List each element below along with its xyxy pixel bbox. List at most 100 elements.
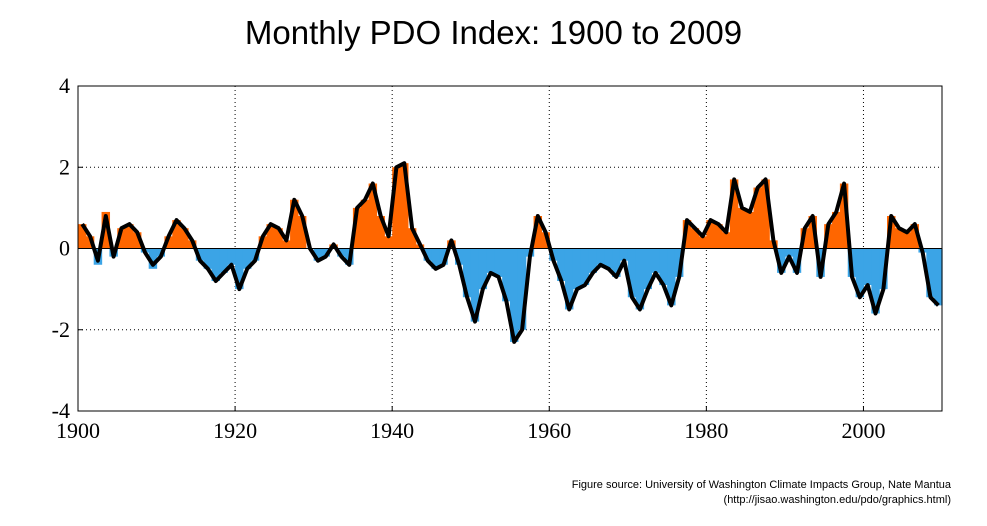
index-bar xyxy=(604,248,613,269)
index-bar xyxy=(392,167,401,249)
index-bar xyxy=(439,248,448,265)
index-bar xyxy=(792,248,802,273)
index-bar xyxy=(172,220,181,249)
chart-title: Monthly PDO Index: 1900 to 2009 xyxy=(244,14,743,51)
index-bar xyxy=(164,236,173,249)
index-bar xyxy=(659,248,668,286)
index-bar xyxy=(533,216,543,249)
x-tick-label: 2000 xyxy=(841,418,885,443)
smoothed-series xyxy=(80,161,940,344)
index-bar xyxy=(486,248,495,273)
index-bar xyxy=(117,228,126,249)
source-line-2: (http://jisao.washington.edu/pdo/graphic… xyxy=(723,494,951,506)
index-bar xyxy=(313,248,323,261)
y-tick-label: -4 xyxy=(52,398,70,423)
index-bar xyxy=(714,224,723,249)
index-bar xyxy=(879,248,888,290)
index-bar xyxy=(455,248,464,265)
index-bar xyxy=(337,248,346,257)
index-bar xyxy=(242,248,252,269)
y-tick-label: 0 xyxy=(59,236,70,261)
index-bar xyxy=(753,187,762,249)
index-bar xyxy=(195,248,205,261)
index-bar xyxy=(557,248,566,281)
index-bar xyxy=(564,248,574,310)
index-bar xyxy=(470,248,480,322)
index-bar xyxy=(431,248,440,269)
index-bar xyxy=(926,248,935,298)
index-bar xyxy=(541,232,550,249)
x-tick-label: 1900 xyxy=(56,418,100,443)
y-tick-label: 4 xyxy=(59,73,70,98)
smoothed-line xyxy=(80,161,940,344)
index-bar xyxy=(722,232,731,249)
index-bar xyxy=(588,248,597,273)
x-tick-label: 1980 xyxy=(684,418,728,443)
index-bar xyxy=(384,236,393,249)
index-bar xyxy=(871,248,880,314)
index-bar xyxy=(368,183,378,249)
index-bar xyxy=(580,248,590,286)
index-bar xyxy=(321,248,330,257)
x-tick-label: 1940 xyxy=(370,418,414,443)
index-bar xyxy=(494,248,503,277)
index-bar xyxy=(832,211,841,249)
x-axis-ticks: 1900 1920 1940 1960 1980 2000 xyxy=(56,406,885,443)
index-bar xyxy=(352,207,362,249)
index-bar xyxy=(78,224,87,249)
index-bar xyxy=(572,248,582,290)
index-bar xyxy=(706,220,715,249)
index-bar xyxy=(777,248,786,273)
index-bar xyxy=(517,248,527,330)
index-bar xyxy=(627,248,637,298)
index-bar xyxy=(910,224,920,249)
index-bar xyxy=(219,248,228,273)
index-bar xyxy=(266,224,275,249)
index-bar xyxy=(282,240,291,249)
x-tick-label: 1920 xyxy=(213,418,257,443)
x-tick-label: 1960 xyxy=(527,418,571,443)
source-line-1: Figure source: University of Washington … xyxy=(571,479,951,491)
index-bar xyxy=(643,248,652,290)
index-bar xyxy=(635,248,645,310)
index-bar xyxy=(203,248,213,269)
index-bar xyxy=(407,228,417,249)
index-bar xyxy=(698,236,707,249)
index-bar xyxy=(761,179,770,249)
index-bar xyxy=(619,248,629,261)
index-bar xyxy=(510,248,519,342)
index-bar xyxy=(376,216,385,249)
index-bar xyxy=(360,199,370,249)
index-bar xyxy=(894,228,904,249)
index-bar xyxy=(863,248,872,286)
index-bar xyxy=(612,248,621,277)
index-bar xyxy=(902,232,912,249)
index-bar xyxy=(729,179,739,249)
index-bar xyxy=(808,216,817,249)
y-tick-label: -2 xyxy=(52,317,70,342)
index-bar xyxy=(651,248,660,273)
index-bar xyxy=(125,224,134,249)
y-axis-ticks: 4 2 0 -2 -4 xyxy=(52,73,83,423)
index-bar xyxy=(148,248,158,269)
index-bar xyxy=(478,248,488,290)
index-bar xyxy=(101,211,111,249)
index-bar xyxy=(235,248,244,290)
index-bar xyxy=(855,248,865,298)
index-bar xyxy=(667,248,676,306)
figure-source: Figure source: University of Washington … xyxy=(572,478,951,508)
index-bar xyxy=(784,248,794,257)
index-bar xyxy=(596,248,605,265)
index-bar xyxy=(690,228,700,249)
index-bar xyxy=(423,248,433,261)
index-bar xyxy=(737,207,747,249)
index-bar xyxy=(839,183,849,249)
index-bar xyxy=(132,232,142,249)
y-tick-label: 2 xyxy=(59,154,70,179)
index-bar xyxy=(400,163,409,249)
index-bar xyxy=(297,216,307,249)
index-bar xyxy=(934,248,943,306)
index-bar xyxy=(211,248,220,281)
index-bar xyxy=(227,248,236,265)
